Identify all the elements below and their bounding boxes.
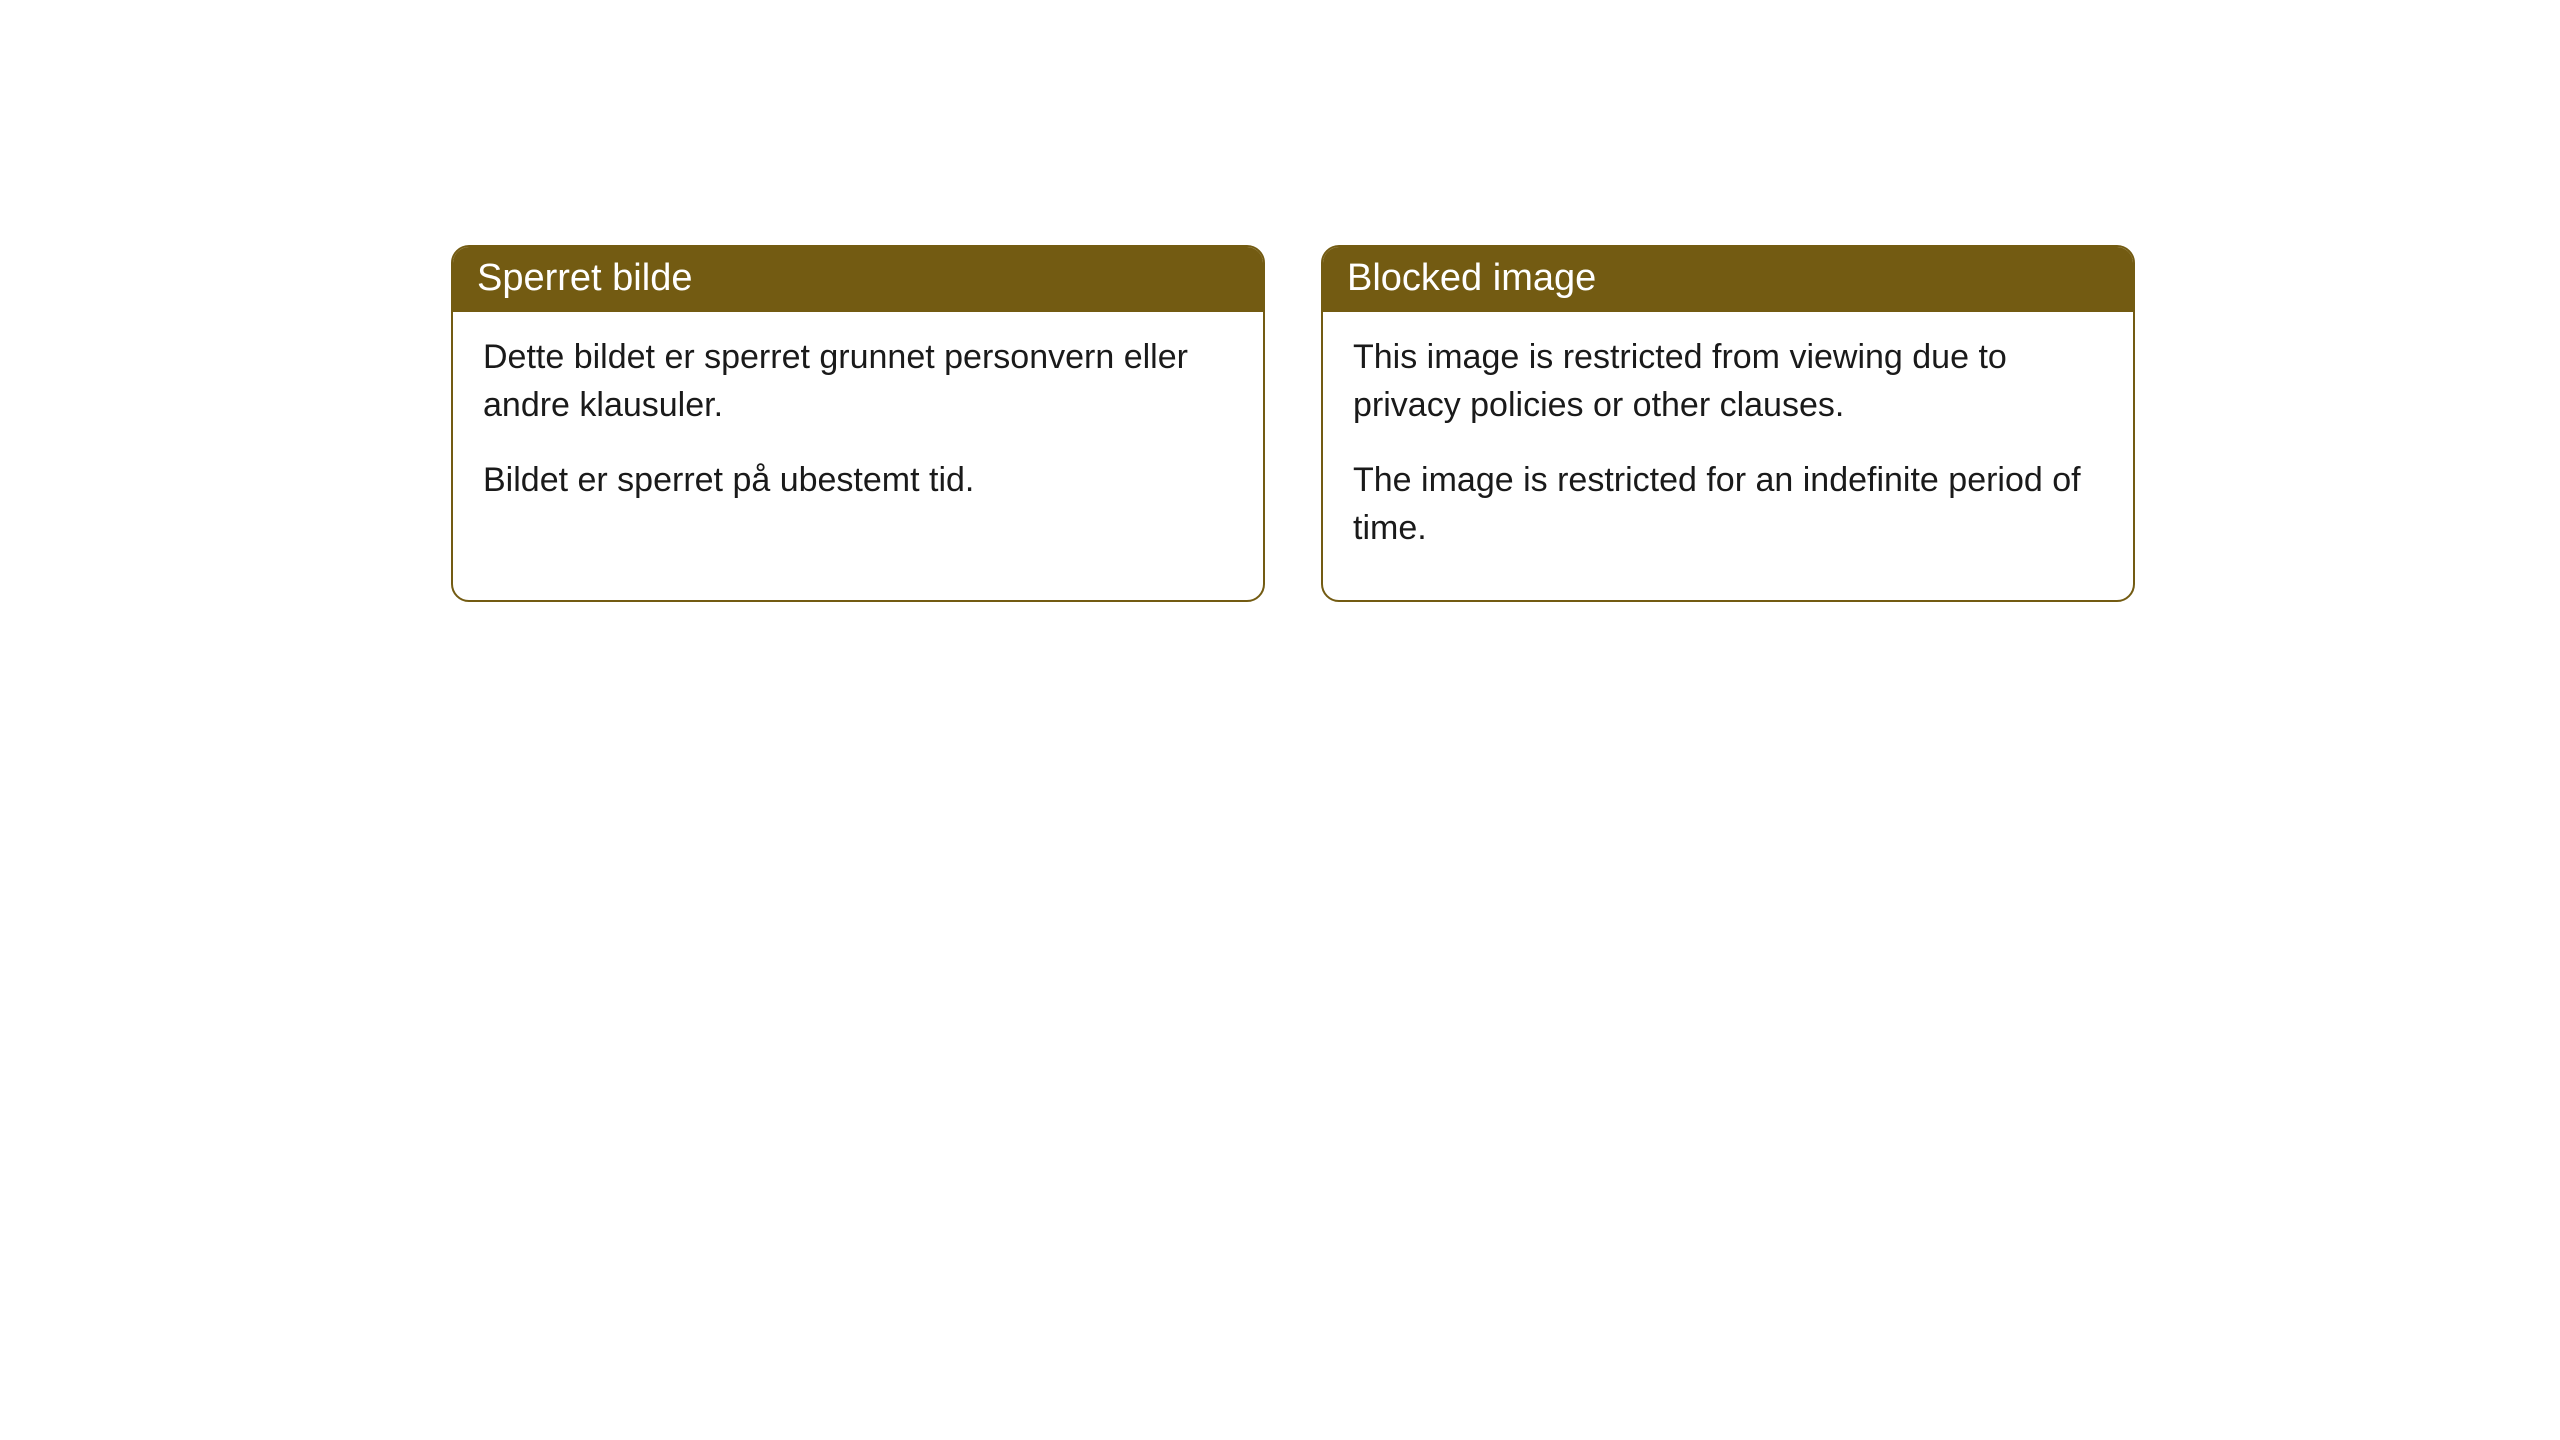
card-body-english: This image is restricted from viewing du… xyxy=(1323,312,2133,600)
card-text-english-2: The image is restricted for an indefinit… xyxy=(1353,457,2103,552)
cards-container: Sperret bilde Dette bildet er sperret gr… xyxy=(451,245,2135,602)
card-body-norwegian: Dette bildet er sperret grunnet personve… xyxy=(453,312,1263,553)
blocked-image-card-norwegian: Sperret bilde Dette bildet er sperret gr… xyxy=(451,245,1265,602)
card-text-english-1: This image is restricted from viewing du… xyxy=(1353,334,2103,429)
card-text-norwegian-2: Bildet er sperret på ubestemt tid. xyxy=(483,457,1233,505)
blocked-image-card-english: Blocked image This image is restricted f… xyxy=(1321,245,2135,602)
card-header-english: Blocked image xyxy=(1323,247,2133,312)
card-text-norwegian-1: Dette bildet er sperret grunnet personve… xyxy=(483,334,1233,429)
card-header-norwegian: Sperret bilde xyxy=(453,247,1263,312)
